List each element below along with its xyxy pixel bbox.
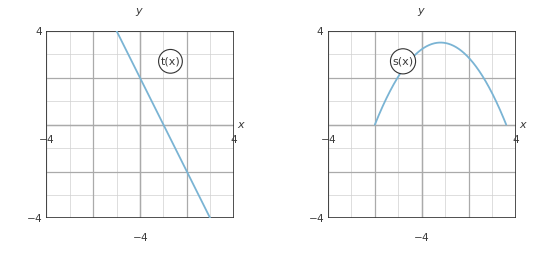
- Text: t(x): t(x): [160, 56, 180, 66]
- Text: $-4$: $-4$: [38, 133, 55, 145]
- Text: $4$: $4$: [316, 25, 324, 37]
- Text: $-4$: $-4$: [308, 213, 324, 224]
- Text: $-4$: $-4$: [319, 133, 337, 145]
- Text: $-4$: $-4$: [414, 231, 430, 243]
- Text: $x$: $x$: [238, 120, 246, 130]
- Text: $4$: $4$: [35, 25, 43, 37]
- Text: $y$: $y$: [417, 6, 426, 18]
- Text: $4$: $4$: [511, 133, 519, 145]
- Text: $-4$: $-4$: [132, 231, 148, 243]
- Text: $4$: $4$: [230, 133, 238, 145]
- Text: s(x): s(x): [393, 56, 414, 66]
- Text: $y$: $y$: [135, 6, 144, 18]
- Text: $x$: $x$: [519, 120, 528, 130]
- Text: $-4$: $-4$: [26, 213, 43, 224]
